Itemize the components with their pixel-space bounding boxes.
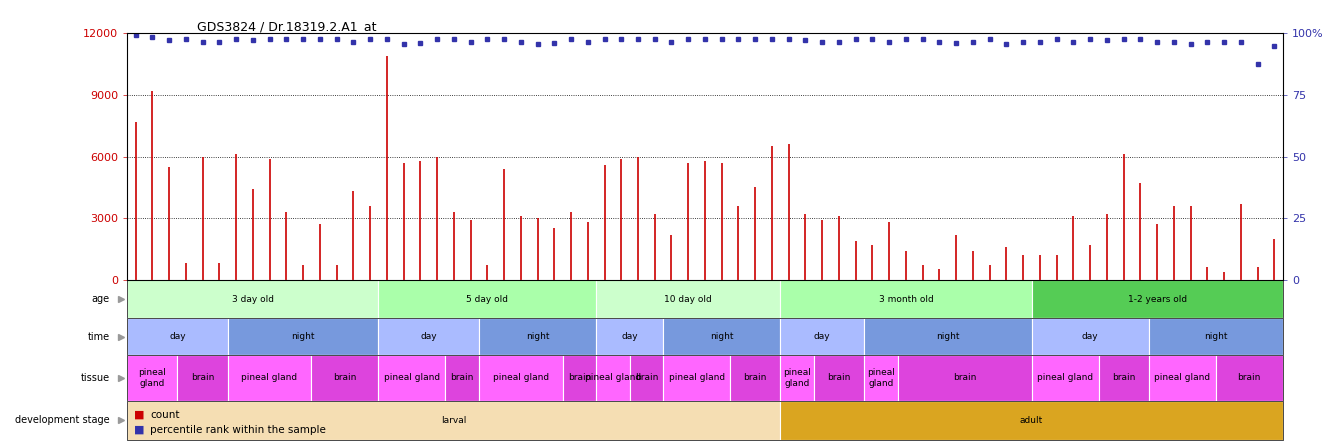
Text: brain: brain [333, 373, 356, 382]
Bar [1216, 355, 1283, 401]
Text: 10 day old: 10 day old [664, 295, 712, 304]
Text: development stage: development stage [15, 415, 110, 425]
Text: 5 day old: 5 day old [466, 295, 509, 304]
Text: night: night [936, 332, 960, 341]
Text: night: night [1204, 332, 1228, 341]
Text: brain: brain [743, 373, 767, 382]
Text: day: day [169, 332, 186, 341]
Text: day: day [1082, 332, 1098, 341]
Bar [127, 355, 178, 401]
Text: brain: brain [450, 373, 474, 382]
Text: 3 month old: 3 month old [878, 295, 933, 304]
Bar [446, 355, 479, 401]
Bar [629, 355, 663, 401]
Bar [127, 280, 379, 318]
Text: time: time [88, 332, 110, 342]
Bar [781, 401, 1283, 440]
Bar [562, 355, 596, 401]
Text: percentile rank within the sample: percentile rank within the sample [150, 425, 325, 435]
Text: brain: brain [953, 373, 976, 382]
Text: brain: brain [1237, 373, 1261, 382]
Bar [178, 355, 228, 401]
Bar [781, 355, 814, 401]
Text: night: night [710, 332, 734, 341]
Text: pineal gland: pineal gland [493, 373, 549, 382]
Bar [781, 318, 864, 355]
Text: pineal gland: pineal gland [1154, 373, 1210, 382]
Bar [730, 355, 781, 401]
Bar [814, 355, 864, 401]
Text: ■: ■ [134, 410, 145, 420]
Text: count: count [150, 410, 179, 420]
Bar [127, 318, 228, 355]
Bar [1149, 355, 1216, 401]
Text: pineal gland: pineal gland [384, 373, 441, 382]
Bar [1098, 355, 1149, 401]
Bar [1031, 355, 1098, 401]
Text: pineal
gland: pineal gland [783, 368, 811, 388]
Text: brain: brain [635, 373, 657, 382]
Bar [479, 318, 596, 355]
Bar [379, 318, 479, 355]
Text: day: day [621, 332, 637, 341]
Text: pineal gland: pineal gland [1036, 373, 1093, 382]
Bar [663, 355, 730, 401]
Text: day: day [420, 332, 437, 341]
Bar [663, 318, 781, 355]
Text: brain: brain [191, 373, 214, 382]
Bar [596, 280, 781, 318]
Bar [897, 355, 1031, 401]
Text: pineal gland: pineal gland [668, 373, 724, 382]
Bar [781, 280, 1031, 318]
Text: day: day [814, 332, 830, 341]
Text: age: age [92, 294, 110, 304]
Text: pineal gland: pineal gland [241, 373, 297, 382]
Text: 1-2 years old: 1-2 years old [1127, 295, 1186, 304]
Bar [596, 355, 629, 401]
Text: brain: brain [828, 373, 850, 382]
Bar [1149, 318, 1283, 355]
Text: night: night [526, 332, 549, 341]
Bar [228, 355, 312, 401]
Bar [228, 318, 379, 355]
Bar [1031, 280, 1283, 318]
Text: ■: ■ [134, 425, 145, 435]
Bar [127, 401, 781, 440]
Text: night: night [292, 332, 315, 341]
Bar [479, 355, 562, 401]
Text: brain: brain [1111, 373, 1135, 382]
Bar [379, 280, 596, 318]
Text: GDS3824 / Dr.18319.2.A1_at: GDS3824 / Dr.18319.2.A1_at [197, 20, 376, 33]
Bar [312, 355, 379, 401]
Bar [864, 355, 897, 401]
Bar [596, 318, 663, 355]
Bar [864, 318, 1031, 355]
Text: pineal
gland: pineal gland [138, 368, 166, 388]
Text: adult: adult [1020, 416, 1043, 425]
Text: brain: brain [568, 373, 590, 382]
Bar [1031, 318, 1149, 355]
Text: pineal
gland: pineal gland [866, 368, 894, 388]
Text: pineal gland: pineal gland [585, 373, 641, 382]
Bar [379, 355, 446, 401]
Text: tissue: tissue [80, 373, 110, 383]
Text: larval: larval [441, 416, 466, 425]
Text: 3 day old: 3 day old [232, 295, 273, 304]
